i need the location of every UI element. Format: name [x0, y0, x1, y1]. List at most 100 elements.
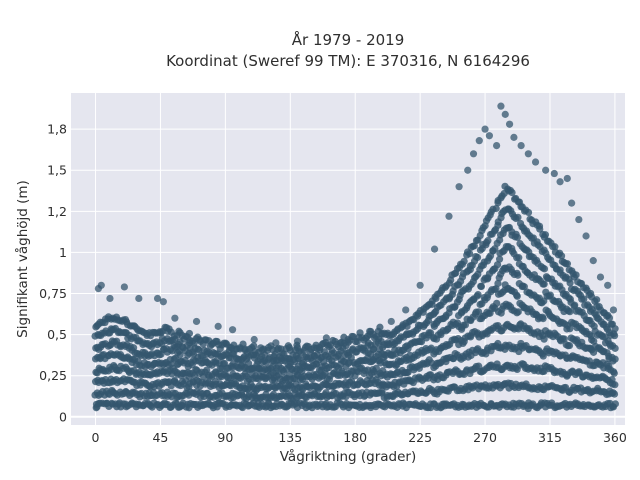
data-point — [430, 245, 439, 253]
data-point — [539, 315, 547, 323]
data-point — [493, 261, 502, 269]
data-point — [171, 314, 179, 322]
data-point — [540, 335, 548, 343]
ticks-layer: 0 45 90 135 180 225 270 315 360 0 0,25 0,5 0,75 1 1,2 1… — [39, 122, 627, 445]
data-point — [445, 212, 453, 220]
data-point — [484, 237, 492, 245]
data-point — [469, 150, 478, 158]
data-point — [551, 243, 559, 251]
y-tick-label: 0,25 — [39, 368, 67, 383]
data-point — [470, 242, 478, 250]
data-point — [609, 306, 618, 314]
y-tick-label: 1,5 — [47, 163, 67, 178]
data-point — [580, 295, 588, 303]
data-point — [192, 317, 201, 326]
x-tick-label: 315 — [538, 430, 562, 445]
data-point — [477, 282, 486, 290]
data-point — [524, 208, 533, 217]
data-point — [566, 308, 574, 316]
data-point — [460, 257, 468, 265]
data-point — [611, 325, 619, 333]
data-point — [566, 325, 574, 333]
data-point — [593, 296, 601, 304]
data-point — [517, 141, 525, 150]
data-point — [611, 400, 620, 408]
data-point — [372, 364, 380, 372]
points-layer — [91, 102, 620, 413]
data-point — [185, 329, 194, 338]
data-point — [135, 294, 143, 303]
data-point — [575, 215, 583, 224]
data-point — [497, 102, 505, 110]
y-tick-label: 1,8 — [47, 122, 67, 137]
data-point — [513, 292, 521, 300]
data-point — [541, 231, 550, 239]
data-point — [565, 341, 574, 350]
x-tick-label: 180 — [343, 430, 367, 445]
data-point — [97, 281, 105, 289]
data-point — [513, 233, 522, 242]
data-point — [589, 257, 597, 265]
data-point — [556, 178, 564, 186]
x-tick-label: 45 — [152, 430, 168, 445]
data-point — [485, 132, 493, 140]
data-point — [610, 369, 618, 377]
data-point — [566, 279, 574, 287]
data-point — [514, 213, 522, 221]
data-point — [176, 351, 184, 359]
x-tick-label: 90 — [217, 430, 233, 445]
data-point — [611, 344, 619, 352]
data-point — [557, 252, 566, 260]
data-point — [560, 335, 568, 343]
x-axis-title: Vågriktning (grader) — [280, 448, 417, 465]
data-point — [376, 323, 384, 331]
y-axis-title: Signifikant våghöjd (m) — [14, 180, 31, 338]
data-point — [531, 158, 540, 166]
data-point — [582, 232, 590, 240]
data-point — [461, 321, 470, 329]
x-tick-label: 0 — [92, 430, 100, 445]
data-point — [466, 250, 474, 258]
y-tick-label: 0,75 — [39, 286, 67, 301]
y-tick-label: 0,5 — [47, 327, 67, 342]
data-point — [514, 271, 522, 279]
data-point — [493, 299, 501, 307]
x-tick-label: 225 — [408, 430, 432, 445]
data-point — [524, 150, 532, 158]
data-point — [473, 253, 482, 262]
data-point — [604, 281, 612, 289]
data-point — [505, 120, 514, 128]
data-point — [596, 273, 605, 281]
data-point — [159, 298, 167, 306]
chart-title-line-2: Koordinat (Sweref 99 TM): E 370316, N 61… — [166, 52, 530, 70]
data-point — [481, 125, 489, 133]
data-point — [153, 294, 162, 303]
data-point — [493, 141, 501, 150]
data-point — [195, 346, 203, 354]
data-point — [611, 355, 619, 363]
data-point — [542, 166, 550, 174]
data-point — [417, 338, 426, 346]
data-point — [520, 283, 528, 291]
data-point — [610, 390, 619, 398]
data-point — [611, 381, 619, 389]
data-point — [416, 281, 424, 289]
data-point — [474, 291, 482, 299]
data-point — [340, 333, 348, 341]
data-point — [387, 317, 395, 326]
data-point — [515, 254, 523, 262]
data-point — [475, 308, 483, 316]
data-point — [563, 174, 571, 183]
data-point — [106, 294, 114, 303]
data-point — [510, 133, 518, 141]
data-point — [464, 166, 472, 174]
data-point — [508, 188, 516, 197]
data-point — [455, 183, 463, 191]
data-point — [120, 283, 128, 291]
data-point — [563, 260, 572, 268]
x-tick-label: 270 — [473, 430, 497, 445]
data-point — [514, 308, 522, 316]
data-point — [492, 204, 500, 213]
